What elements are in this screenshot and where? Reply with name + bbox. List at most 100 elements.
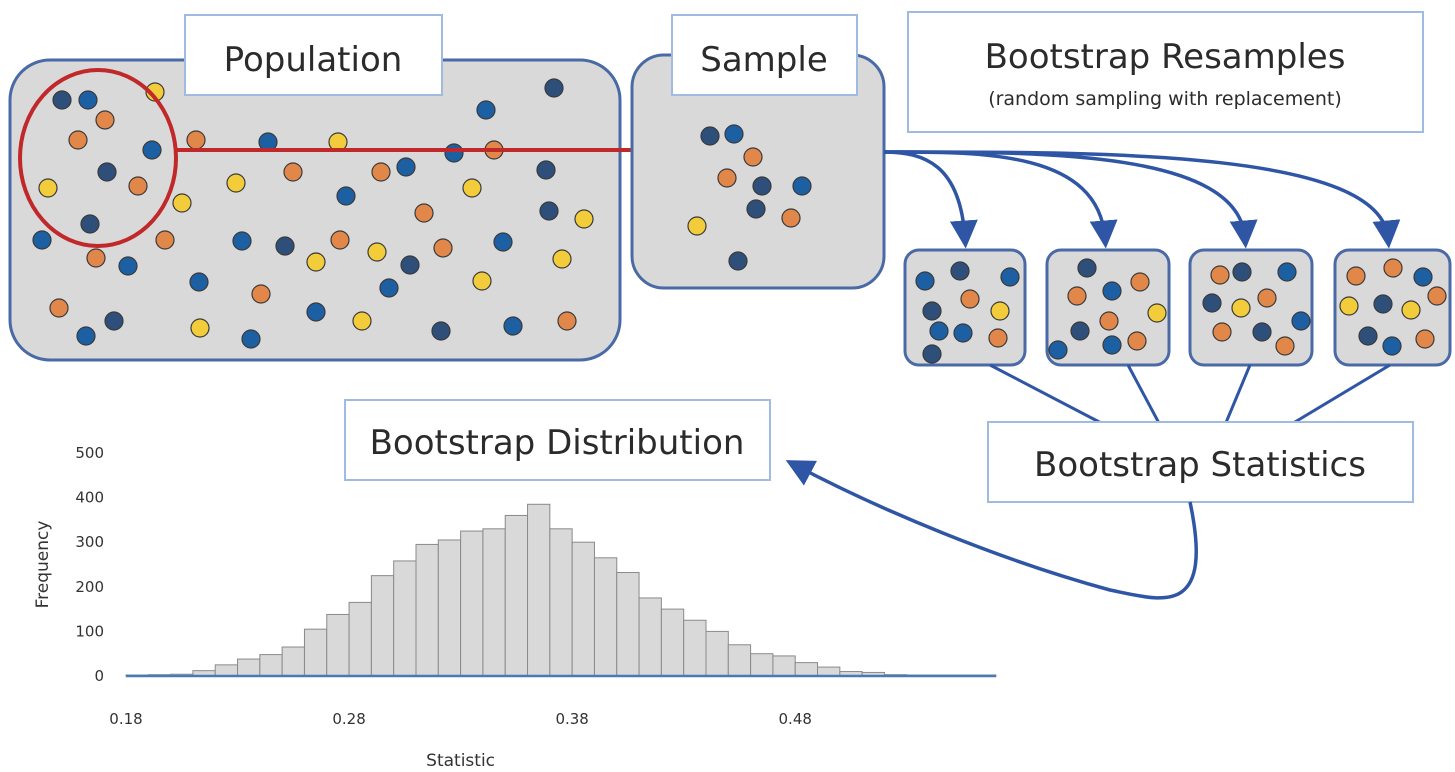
population-dot: [396, 157, 416, 177]
resample-dot: [929, 321, 949, 341]
resample-arrow-3: [883, 150, 1258, 249]
population-dots: [32, 78, 594, 349]
resamples-title: Bootstrap Resamples: [985, 37, 1346, 77]
population-dot: [95, 110, 115, 130]
population-dot: [371, 162, 391, 182]
bootstrap-histogram: 0 100 200 300 400 500 0.18 0.28 0.38 0.48 Statisti…: [33, 444, 997, 771]
sample-dot: [687, 216, 707, 236]
population-dot: [431, 321, 451, 341]
resample-dot: [1099, 311, 1119, 331]
population-dot: [76, 326, 96, 346]
population-dot: [128, 176, 148, 196]
sample-dots: [687, 124, 812, 271]
population-dot: [444, 143, 464, 163]
resample-dot: [1415, 329, 1435, 349]
histogram-bar: [660, 608, 685, 677]
histogram-bar: [326, 613, 350, 677]
population-dot: [462, 178, 482, 198]
histogram-bar: [750, 653, 774, 677]
resample-dot: [1048, 340, 1068, 360]
resample-dots: [915, 258, 1447, 364]
resample-dot: [1373, 294, 1393, 314]
x-tick-label: 0.38: [555, 710, 588, 728]
resample-dot: [953, 323, 973, 343]
population-dot: [275, 236, 295, 256]
resample-dot: [1127, 331, 1147, 351]
population-dot: [80, 214, 100, 234]
histogram-bar: [638, 597, 662, 677]
resample-dot: [1382, 336, 1402, 356]
resample-dot: [1212, 322, 1232, 342]
resample-dot: [1339, 296, 1359, 316]
resample-dot: [950, 261, 970, 281]
histogram-bar: [616, 572, 640, 677]
histogram-bar: [237, 658, 261, 677]
histogram-bar: [727, 644, 752, 677]
resample-dot: [1346, 266, 1366, 286]
x-axis-title: Statistic: [426, 751, 495, 771]
sample-label: Sample: [700, 40, 827, 80]
population-dot: [78, 90, 98, 110]
resample-dot: [1252, 322, 1272, 342]
histogram-bar: [772, 655, 796, 677]
population-dot: [38, 178, 58, 198]
population-dot: [472, 271, 492, 291]
histogram-bar: [370, 575, 395, 677]
sample-dot: [717, 168, 737, 188]
resample-dot: [1067, 286, 1087, 306]
population-dot: [52, 90, 72, 110]
histogram-bar: [549, 528, 573, 677]
y-axis-title: Frequency: [33, 521, 53, 609]
histogram-bar: [794, 662, 819, 677]
population-dot: [379, 278, 399, 298]
stat-connector-4: [1289, 363, 1391, 427]
sample-dot: [746, 199, 766, 219]
population-dot: [476, 100, 496, 120]
y-tick-label: 200: [75, 578, 104, 596]
population-dot: [190, 318, 210, 338]
sample-dot: [724, 124, 744, 144]
histogram-bar: [437, 539, 462, 677]
resample-dot: [960, 289, 980, 309]
sample-selection-circle: [18, 68, 178, 248]
resamples-label-box: [907, 11, 1424, 133]
histogram-bar: [460, 530, 484, 677]
statistics-label: Bootstrap Statistics: [1034, 445, 1366, 485]
resample-dot: [1257, 288, 1277, 308]
population-dot: [433, 238, 453, 258]
resample-arrow-4: [883, 150, 1401, 249]
population-dot: [352, 311, 372, 331]
population-dot: [49, 298, 69, 318]
population-dot: [186, 130, 206, 150]
stat-connector-3: [1223, 364, 1252, 426]
distribution-label-box: [344, 399, 771, 481]
population-dot: [232, 231, 252, 251]
resample-dot: [1070, 321, 1090, 341]
stat-connector-1: [989, 363, 1106, 427]
y-tick-label: 500: [75, 444, 104, 462]
resample-dot: [1413, 267, 1433, 287]
distribution-label: Bootstrap Distribution: [370, 423, 745, 463]
population-dot: [400, 255, 420, 275]
resample-dot: [1232, 262, 1252, 282]
y-tick-label: 400: [75, 489, 104, 507]
population-dot: [414, 203, 434, 223]
histogram-bar: [593, 557, 618, 677]
population-dot: [306, 252, 326, 272]
sample-dot: [752, 176, 772, 196]
population-dot: [574, 209, 594, 229]
resample-dot: [922, 301, 942, 321]
resample-dot: [990, 301, 1010, 321]
histogram-bar: [348, 601, 372, 677]
resample-dot: [988, 328, 1008, 348]
population-dot: [557, 311, 577, 331]
stat-connector-2: [1126, 364, 1162, 426]
resample-dot: [1000, 267, 1020, 287]
population-dot: [283, 162, 303, 182]
resample-dot: [915, 271, 935, 291]
population-dot: [493, 232, 513, 252]
resample-arrow-1: [883, 150, 978, 249]
histogram-bar: [705, 630, 729, 677]
y-tick-label: 300: [75, 533, 104, 551]
